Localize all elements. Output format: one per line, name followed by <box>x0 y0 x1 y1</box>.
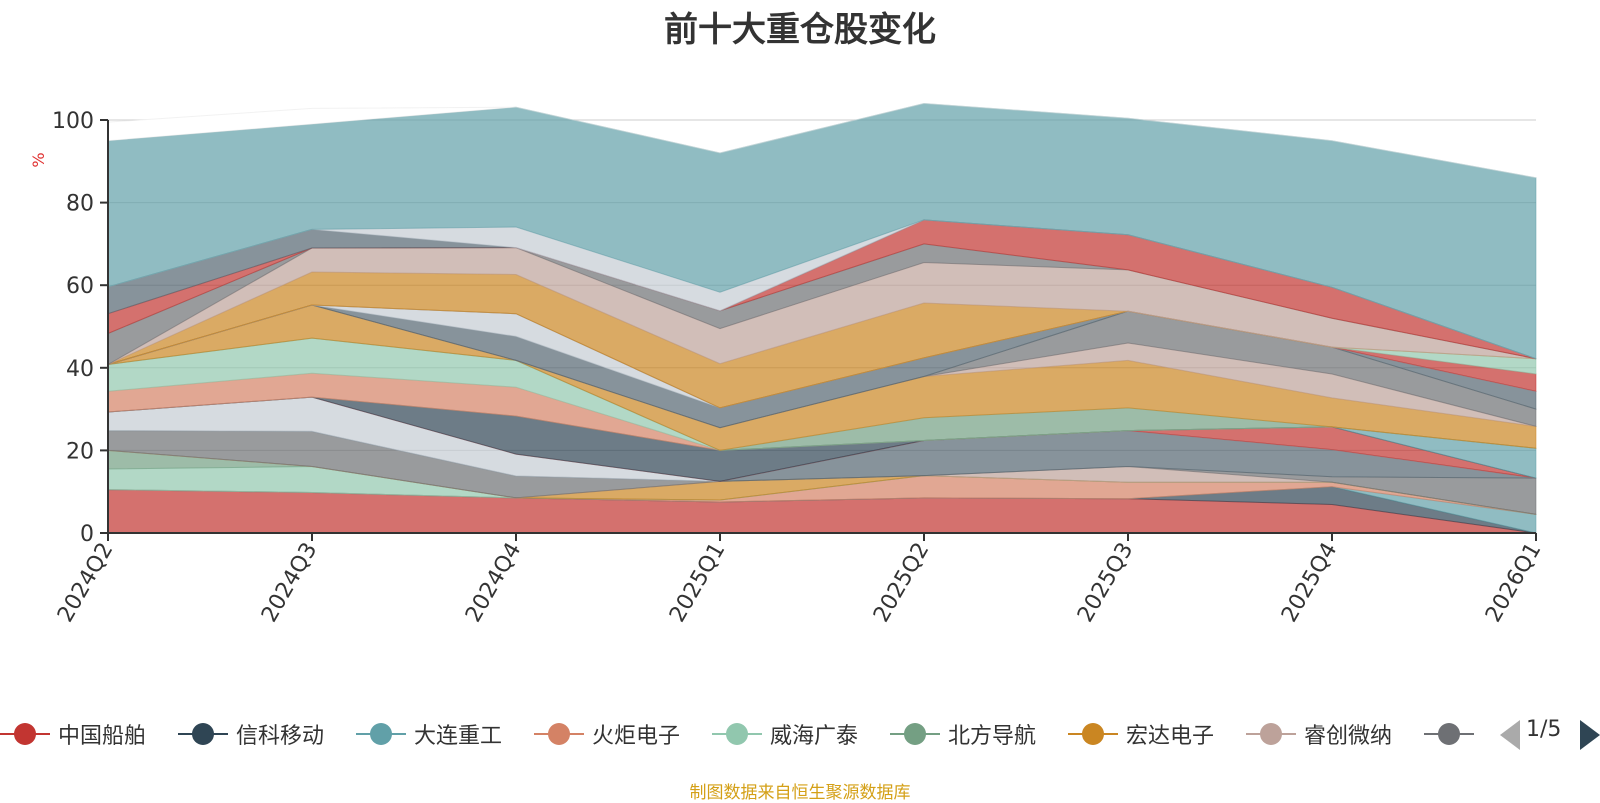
legend-marker-icon <box>356 722 406 746</box>
y-tick-label: 80 <box>66 192 94 217</box>
x-tick-label: 2025Q1 <box>665 539 730 627</box>
legend-item[interactable]: 北方导航 <box>890 712 1036 756</box>
legend-label: 北方导航 <box>948 724 1037 749</box>
y-tick-label: 0 <box>80 522 94 547</box>
y-axis-ticks: 0 20 40 60 80 100 <box>52 109 108 547</box>
axes <box>107 120 1536 534</box>
legend-marker-icon <box>712 722 762 746</box>
triangle-left-icon[interactable] <box>1500 720 1520 750</box>
legend-marker-icon <box>0 722 50 746</box>
triangle-right-icon[interactable] <box>1580 720 1600 750</box>
y-tick-label: 60 <box>66 274 94 299</box>
legend-marker-icon <box>1068 722 1118 746</box>
y-axis-label: % <box>29 152 48 167</box>
x-axis-ticks: 2024Q2 2024Q3 2024Q4 2025Q1 2025Q2 2025Q3 2025… <box>53 533 1546 627</box>
legend-label: 中国船舶 <box>58 724 147 749</box>
legend-label: 宏达电子 <box>1126 724 1215 749</box>
area-layers <box>107 102 1537 534</box>
x-tick-label: 2026Q1 <box>1481 539 1546 627</box>
x-tick-label: 2025Q3 <box>1073 539 1138 627</box>
legend-label: 大连重工 <box>414 724 503 749</box>
legend-label: 信科移动 <box>236 724 325 749</box>
legend-item[interactable]: 宏达电子 <box>1068 712 1214 756</box>
x-tick-label: 2025Q2 <box>869 539 934 627</box>
y-tick-label: 40 <box>66 357 94 382</box>
legend-item[interactable]: 火炬电子 <box>534 712 680 756</box>
legend-item[interactable]: 大连重工 <box>356 712 502 756</box>
legend-label: 火炬电子 <box>592 724 681 749</box>
legend-label: 威海广泰 <box>770 724 859 749</box>
x-tick-label: 2024Q4 <box>461 539 526 627</box>
legend-item[interactable]: 睿创微纳 <box>1246 712 1392 756</box>
x-tick-label: 2024Q2 <box>53 539 118 627</box>
x-tick-label: 2025Q4 <box>1277 539 1342 627</box>
x-tick-label: 2024Q3 <box>257 539 322 627</box>
legend-marker-icon <box>890 722 940 746</box>
legend-pager: 1/5 <box>1498 712 1600 756</box>
legend-item[interactable] <box>1424 712 1482 756</box>
legend-marker-icon <box>178 722 228 746</box>
source-note: 制图数据来自恒生聚源数据库 <box>689 783 911 803</box>
y-tick-label: 100 <box>52 109 94 134</box>
legend-marker-icon <box>1246 722 1296 746</box>
y-tick-label: 20 <box>66 439 94 464</box>
chart-title: 前十大重仓股变化 <box>664 10 936 50</box>
legend-item[interactable]: 信科移动 <box>178 712 324 756</box>
legend-page-indicator: 1/5 <box>1526 717 1562 742</box>
legend-item[interactable]: 中国船舶 <box>0 712 146 756</box>
legend-item[interactable]: 威海广泰 <box>712 712 858 756</box>
legend: 中国船舶 信科移动 大连重工 火炬电子 威海广泰 北方导航 宏达电子 睿创微纳 <box>0 712 1498 756</box>
area-series-31 <box>107 102 1537 179</box>
legend-marker-icon <box>1424 722 1474 746</box>
legend-marker-icon <box>534 722 584 746</box>
legend-label: 睿创微纳 <box>1304 724 1393 749</box>
